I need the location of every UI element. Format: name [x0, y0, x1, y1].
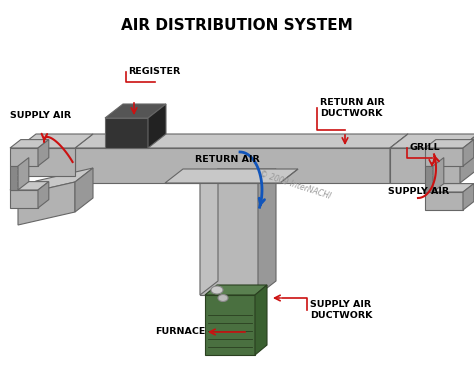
Polygon shape [258, 169, 276, 295]
Text: AIR DISTRIBUTION SYSTEM: AIR DISTRIBUTION SYSTEM [121, 18, 353, 33]
Polygon shape [255, 285, 267, 355]
Text: SUPPLY AIR
DUCTWORK: SUPPLY AIR DUCTWORK [310, 300, 373, 320]
Text: SUPPLY AIR: SUPPLY AIR [388, 187, 449, 197]
Text: GRILL: GRILL [410, 144, 441, 152]
Polygon shape [463, 140, 474, 166]
Polygon shape [75, 168, 93, 212]
Polygon shape [10, 140, 49, 148]
Polygon shape [10, 190, 38, 208]
Polygon shape [18, 182, 75, 225]
Polygon shape [200, 169, 218, 295]
Text: RETURN AIR: RETURN AIR [195, 156, 260, 164]
Polygon shape [200, 169, 276, 183]
Polygon shape [463, 184, 474, 210]
Polygon shape [105, 118, 148, 148]
Polygon shape [165, 169, 298, 183]
Polygon shape [390, 134, 474, 148]
Polygon shape [18, 148, 75, 176]
Ellipse shape [211, 286, 223, 294]
Polygon shape [425, 166, 433, 192]
Text: © 2009 InterNACHI: © 2009 InterNACHI [258, 169, 332, 201]
Text: FURNACE: FURNACE [155, 328, 205, 336]
Polygon shape [425, 140, 474, 148]
Polygon shape [425, 148, 463, 166]
Polygon shape [205, 295, 255, 355]
Polygon shape [18, 157, 29, 190]
Text: RETURN AIR
DUCTWORK: RETURN AIR DUCTWORK [320, 98, 385, 118]
Polygon shape [10, 148, 38, 166]
Polygon shape [460, 134, 474, 183]
Polygon shape [38, 140, 49, 166]
Polygon shape [148, 104, 166, 148]
Polygon shape [425, 192, 463, 210]
Polygon shape [18, 134, 93, 148]
Polygon shape [425, 184, 474, 192]
Polygon shape [18, 168, 93, 195]
Polygon shape [280, 169, 298, 183]
Ellipse shape [218, 295, 228, 301]
Text: REGISTER: REGISTER [128, 68, 180, 76]
Polygon shape [10, 166, 18, 190]
Text: SUPPLY AIR: SUPPLY AIR [10, 111, 71, 119]
Polygon shape [75, 134, 408, 148]
Polygon shape [390, 134, 408, 183]
Polygon shape [38, 182, 49, 208]
Polygon shape [200, 183, 258, 295]
Polygon shape [433, 157, 444, 192]
Polygon shape [75, 148, 390, 183]
Polygon shape [205, 285, 267, 295]
Polygon shape [10, 182, 49, 190]
Polygon shape [390, 148, 460, 183]
Polygon shape [105, 104, 166, 118]
